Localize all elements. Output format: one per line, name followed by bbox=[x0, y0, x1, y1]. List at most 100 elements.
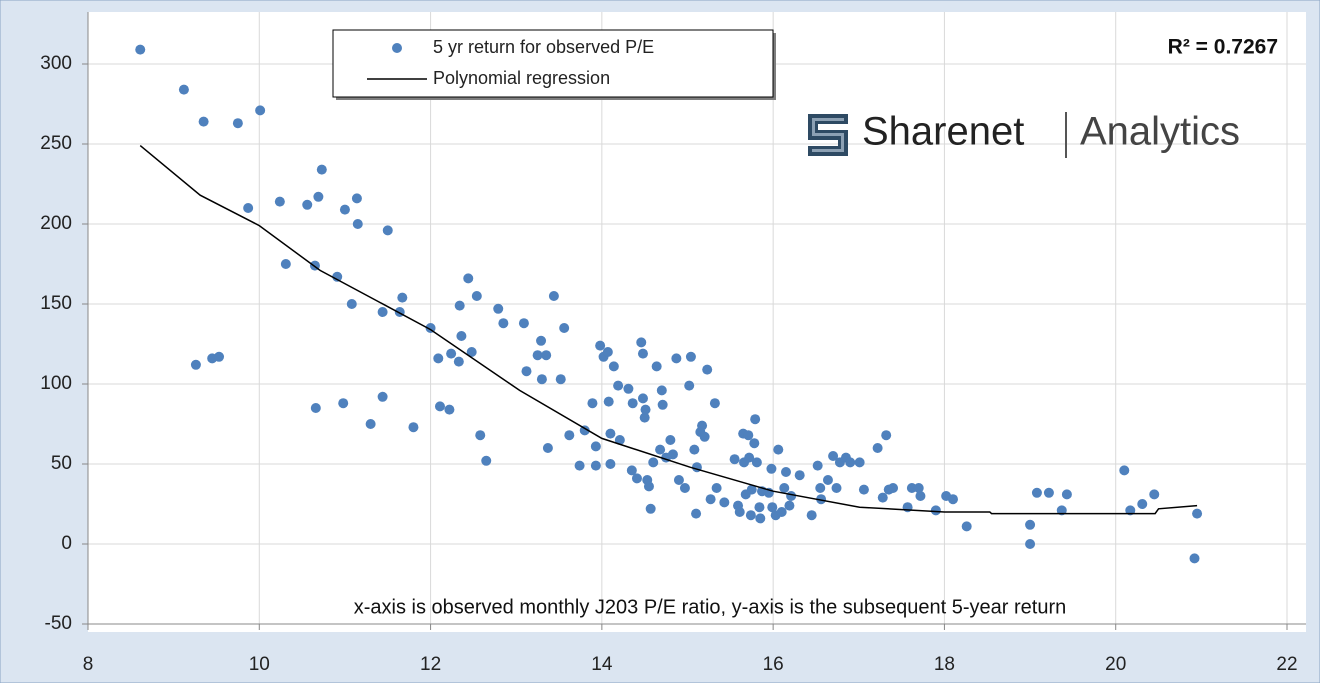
point bbox=[602, 347, 613, 357]
point bbox=[339, 204, 350, 215]
point bbox=[779, 483, 790, 493]
point bbox=[1192, 508, 1203, 519]
point bbox=[719, 497, 730, 508]
point bbox=[434, 401, 445, 412]
point bbox=[595, 340, 606, 351]
point bbox=[881, 430, 892, 441]
point bbox=[815, 483, 826, 493]
point bbox=[377, 307, 388, 317]
point bbox=[623, 383, 634, 394]
point bbox=[1025, 519, 1036, 530]
point bbox=[636, 337, 647, 348]
point bbox=[794, 470, 805, 481]
y-tick-label: 0 bbox=[61, 533, 72, 554]
point bbox=[614, 435, 625, 445]
point bbox=[640, 404, 651, 415]
point bbox=[471, 291, 482, 301]
legend-label: 5 yr return for observed P/E bbox=[433, 37, 654, 57]
point bbox=[806, 510, 817, 521]
point bbox=[872, 443, 883, 453]
point bbox=[190, 359, 201, 370]
point bbox=[749, 438, 760, 449]
point bbox=[302, 199, 313, 210]
point bbox=[734, 507, 745, 517]
point bbox=[1025, 539, 1036, 549]
point bbox=[605, 428, 616, 439]
x-tick-label: 14 bbox=[591, 654, 613, 675]
logo-icon bbox=[812, 118, 844, 152]
point bbox=[536, 374, 547, 385]
point bbox=[1043, 487, 1054, 498]
point bbox=[709, 398, 720, 409]
point bbox=[947, 494, 958, 505]
point bbox=[651, 361, 662, 372]
point bbox=[961, 521, 972, 532]
point bbox=[564, 430, 575, 441]
point bbox=[746, 484, 757, 495]
point bbox=[750, 414, 761, 425]
point bbox=[845, 457, 856, 468]
point bbox=[637, 393, 648, 404]
point bbox=[877, 492, 888, 503]
point bbox=[679, 483, 690, 493]
point bbox=[214, 351, 225, 362]
point bbox=[655, 444, 666, 455]
point bbox=[456, 331, 467, 341]
grid: -50 0 50 100 150 200 250 300 8 10 12 14 16 18 20 22 bbox=[40, 12, 1306, 675]
regression-line bbox=[139, 145, 1198, 515]
point bbox=[255, 105, 266, 116]
point bbox=[645, 503, 656, 514]
point bbox=[743, 430, 754, 441]
point bbox=[481, 455, 492, 466]
point bbox=[828, 451, 839, 461]
point bbox=[579, 425, 590, 436]
x-tick-label: 16 bbox=[763, 654, 784, 675]
point bbox=[310, 403, 321, 413]
y-tick-label: 200 bbox=[40, 213, 72, 234]
point bbox=[280, 259, 291, 269]
point bbox=[755, 513, 766, 524]
point bbox=[729, 454, 740, 465]
x-tick-label: 10 bbox=[249, 654, 270, 675]
point bbox=[673, 475, 684, 485]
point bbox=[831, 483, 842, 493]
point bbox=[745, 510, 756, 521]
point bbox=[135, 44, 146, 55]
point bbox=[1061, 489, 1072, 500]
point bbox=[906, 483, 917, 493]
point bbox=[532, 350, 543, 361]
point bbox=[536, 335, 547, 346]
point bbox=[751, 457, 762, 468]
point bbox=[313, 191, 324, 202]
point bbox=[498, 318, 509, 329]
point bbox=[274, 196, 285, 207]
point bbox=[446, 348, 457, 359]
point bbox=[587, 398, 598, 409]
point bbox=[433, 353, 444, 364]
point bbox=[463, 273, 474, 284]
point bbox=[518, 318, 529, 329]
point bbox=[684, 380, 695, 391]
point bbox=[382, 225, 393, 236]
point bbox=[657, 399, 668, 410]
point bbox=[603, 396, 614, 407]
point bbox=[786, 491, 797, 501]
point bbox=[332, 271, 343, 282]
point bbox=[1119, 465, 1130, 476]
point bbox=[397, 292, 408, 303]
y-tick-label: 150 bbox=[40, 293, 72, 314]
point bbox=[198, 116, 209, 127]
logo-text: Sharenet bbox=[862, 110, 1024, 154]
point bbox=[346, 299, 357, 309]
point bbox=[590, 441, 601, 452]
legend: 5 yr return for observed P/E Polynomial r… bbox=[332, 29, 776, 100]
point bbox=[689, 444, 700, 455]
point bbox=[453, 356, 464, 367]
point bbox=[408, 422, 419, 433]
point bbox=[574, 460, 585, 471]
point bbox=[559, 323, 570, 333]
point bbox=[858, 484, 869, 495]
point bbox=[1189, 553, 1200, 564]
point bbox=[1031, 487, 1042, 498]
point bbox=[780, 467, 791, 477]
